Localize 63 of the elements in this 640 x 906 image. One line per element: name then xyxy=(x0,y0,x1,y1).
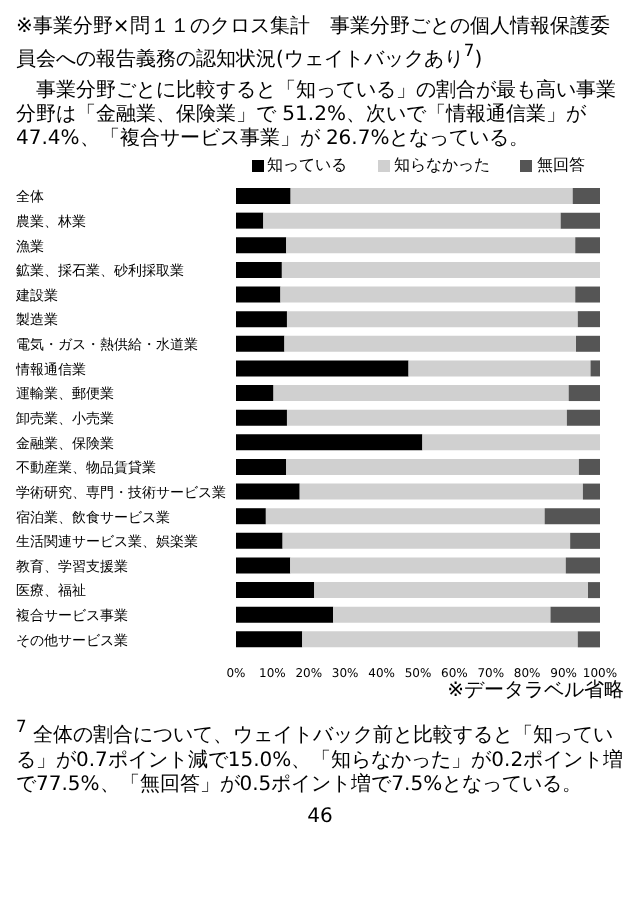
bar xyxy=(286,410,567,427)
bar xyxy=(236,607,334,624)
legend-label: 無回答 xyxy=(534,156,585,176)
bar xyxy=(236,361,409,378)
bar xyxy=(544,508,600,525)
chart-title: ※事業分野×問１１のクロス集計 事業分野ごとの個人情報保護委員会への報告義務の認知状況(ウェイトバックあり$^{7}$) xyxy=(16,16,612,73)
bar xyxy=(236,336,285,353)
bar xyxy=(236,410,287,427)
bar xyxy=(273,385,569,402)
bar xyxy=(578,459,600,476)
bar xyxy=(560,213,600,230)
bar xyxy=(236,434,423,451)
bar xyxy=(582,484,600,501)
bar xyxy=(236,188,291,205)
legend-label: 知っている xyxy=(265,156,348,176)
bar xyxy=(572,188,600,205)
bar xyxy=(236,484,300,501)
bar xyxy=(236,311,287,328)
bar xyxy=(290,188,573,205)
bar xyxy=(236,582,315,599)
text: 46 xyxy=(305,805,335,830)
bar xyxy=(236,508,266,525)
bar xyxy=(236,262,282,279)
bar xyxy=(550,607,600,624)
bar xyxy=(568,385,600,402)
text: $^{7}$ 全体の割合について、ウェイトバック前と比較すると「知っている」が0.7ポイント減で15.0%、「知らなかった」が0.2ポイント増で77.5%、「無回答」が0.5ポイント増で7.5%となっている。 xyxy=(16,716,624,798)
bar xyxy=(286,311,578,328)
bar xyxy=(281,262,600,279)
bar xyxy=(590,361,600,378)
legend-label: 知らなかった xyxy=(391,156,490,176)
bar xyxy=(236,237,287,254)
bar xyxy=(333,607,551,624)
bar xyxy=(236,459,287,476)
bar xyxy=(570,533,600,550)
bar xyxy=(408,361,591,378)
bar xyxy=(566,410,600,427)
bar xyxy=(302,632,578,649)
bar xyxy=(422,434,600,451)
bar xyxy=(236,558,291,575)
bar xyxy=(575,237,600,254)
bar xyxy=(280,287,576,304)
bar xyxy=(265,508,545,525)
bar xyxy=(314,582,588,599)
bar xyxy=(236,632,303,649)
bar xyxy=(236,385,274,402)
bar xyxy=(236,533,283,550)
bar xyxy=(575,287,600,304)
bar xyxy=(282,533,571,550)
bar xyxy=(263,213,561,230)
bar xyxy=(575,336,600,353)
bar xyxy=(286,237,576,254)
bar xyxy=(236,213,264,230)
text: ※データラベル省略 xyxy=(445,680,624,705)
bar xyxy=(299,484,583,501)
bar xyxy=(290,558,566,575)
chart-subtitle: 事業分野ごとに比較すると「知っている」の割合が最も高い事業分野は「金融業、保険業」で 51.2%、次いで「情報通信業」が 47.4%、「複合サービス事業」が 26.7%となっている。 xyxy=(16,80,618,153)
bar xyxy=(284,336,576,353)
bar xyxy=(587,582,600,599)
bar xyxy=(286,459,579,476)
bar xyxy=(577,311,600,328)
bar xyxy=(577,632,600,649)
bar xyxy=(565,558,600,575)
bar xyxy=(236,287,281,304)
